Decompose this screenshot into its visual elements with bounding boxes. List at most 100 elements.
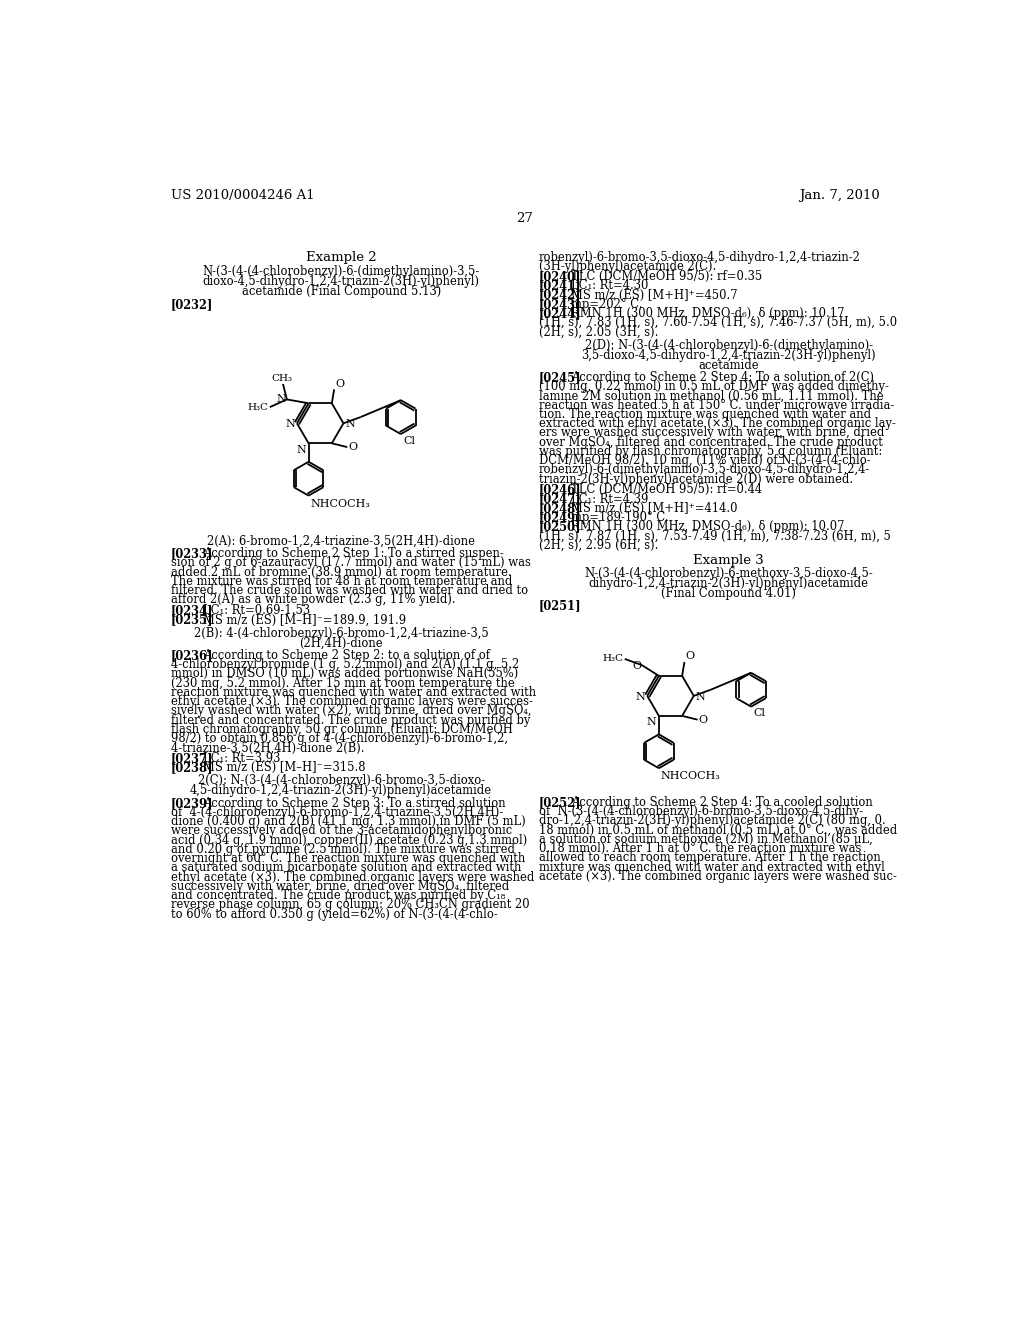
Text: [0236]: [0236] (171, 649, 213, 661)
Text: allowed to reach room temperature. After 1 h the reaction: allowed to reach room temperature. After… (539, 851, 881, 865)
Text: robenzyl)-6-(dimethylamino)-3,5-dioxo-4,5-dihydro-1,2,4-: robenzyl)-6-(dimethylamino)-3,5-dioxo-4,… (539, 463, 870, 477)
Text: O: O (698, 714, 708, 725)
Text: [0239]: [0239] (171, 797, 213, 809)
Text: N: N (345, 418, 354, 429)
Text: dioxo-4,5-dihydro-1,2,4-triazin-2(3H)-yl)phenyl): dioxo-4,5-dihydro-1,2,4-triazin-2(3H)-yl… (203, 275, 479, 288)
Text: MS m/z (ES) [M–H]⁻=315.8: MS m/z (ES) [M–H]⁻=315.8 (203, 762, 366, 775)
Text: RMN 1H (300 MHz, DMSO-d₆), δ (ppm): 10.07: RMN 1H (300 MHz, DMSO-d₆), δ (ppm): 10.0… (571, 520, 845, 533)
Text: MS m/z (ES) [M+H]⁺=414.0: MS m/z (ES) [M+H]⁺=414.0 (571, 502, 738, 515)
Text: NHCOCH₃: NHCOCH₃ (310, 499, 370, 508)
Text: 0.18 mmol). After 1 h at 0° C. the reaction mixture was: 0.18 mmol). After 1 h at 0° C. the react… (539, 842, 861, 855)
Text: LC₁: Rt=4.39: LC₁: Rt=4.39 (571, 492, 648, 506)
Text: [0249]: [0249] (539, 511, 582, 524)
Text: over MgSO₄, filtered and concentrated. The crude product: over MgSO₄, filtered and concentrated. T… (539, 436, 883, 449)
Text: According to Scheme 2 Step 4: To a cooled solution: According to Scheme 2 Step 4: To a coole… (571, 796, 873, 809)
Text: N-(3-(4-(4-chlorobenzyl)-6-(dimethylamino)-3,5-: N-(3-(4-(4-chlorobenzyl)-6-(dimethylamin… (203, 264, 480, 277)
Text: N: N (647, 717, 656, 727)
Text: [0248]: [0248] (539, 502, 582, 515)
Text: dro-1,2,4-triazin-2(3H)-yl)phenyl)acetamide 2(C) (80 mg, 0.: dro-1,2,4-triazin-2(3H)-yl)phenyl)acetam… (539, 814, 886, 828)
Text: [0232]: [0232] (171, 298, 213, 312)
Text: [0242]: [0242] (539, 289, 582, 301)
Text: H₃C: H₃C (602, 655, 624, 664)
Text: N-(3-(4-(4-chlorobenzyl)-6-methoxy-3,5-dioxo-4,5-: N-(3-(4-(4-chlorobenzyl)-6-methoxy-3,5-d… (585, 568, 873, 581)
Text: LC₁: Rt=0.69-1.53: LC₁: Rt=0.69-1.53 (203, 605, 310, 618)
Text: (Final Compound 4.01): (Final Compound 4.01) (662, 587, 796, 601)
Text: O: O (335, 379, 344, 388)
Text: [0247]: [0247] (539, 492, 582, 506)
Text: 4-triazine-3,5(2H,4H)-dione 2(B).: 4-triazine-3,5(2H,4H)-dione 2(B). (171, 742, 365, 754)
Text: mp=189-190° C.: mp=189-190° C. (571, 511, 669, 524)
Text: According to Scheme 2 Step 4: To a solution of 2(C): According to Scheme 2 Step 4: To a solut… (571, 371, 874, 384)
Text: acetamide (Final Compound 5.13): acetamide (Final Compound 5.13) (242, 285, 440, 298)
Text: [0233]: [0233] (171, 548, 213, 560)
Text: N: N (276, 395, 286, 404)
Text: to 60% to afford 0.350 g (yield=62%) of N-(3-(4-(4-chlo-: to 60% to afford 0.350 g (yield=62%) of … (171, 908, 498, 920)
Text: 18 mmol) in 0.5 mL of methanol (0.5 mL) at 0° C., was added: 18 mmol) in 0.5 mL of methanol (0.5 mL) … (539, 824, 897, 837)
Text: According to Scheme 2 Step 2: to a solution of of: According to Scheme 2 Step 2: to a solut… (203, 649, 490, 661)
Text: a solution of sodium methoxide (2M) in Methanol (85 μL,: a solution of sodium methoxide (2M) in M… (539, 833, 872, 846)
Text: (230 mg, 5.2 mmol). After 15 min at room temperature the: (230 mg, 5.2 mmol). After 15 min at room… (171, 677, 514, 689)
Text: Example 3: Example 3 (693, 554, 764, 568)
Text: N: N (695, 692, 706, 702)
Text: [0238]: [0238] (171, 762, 213, 775)
Text: added 2 mL of bromine (38.9 mmol) at room temperature.: added 2 mL of bromine (38.9 mmol) at roo… (171, 566, 511, 578)
Text: Jan. 7, 2010: Jan. 7, 2010 (799, 189, 880, 202)
Text: and concentrated. The crude product was purified by C₁₈: and concentrated. The crude product was … (171, 890, 505, 902)
Text: TLC (DCM/MeOH 95/5): rf=0.44: TLC (DCM/MeOH 95/5): rf=0.44 (571, 483, 763, 496)
Text: acid (0.34 g, 1.9 mmol), copper(II) acetate (0.23 g,1.3 mmol): acid (0.34 g, 1.9 mmol), copper(II) acet… (171, 834, 527, 846)
Text: 27: 27 (516, 213, 534, 224)
Text: CH₃: CH₃ (271, 375, 293, 383)
Text: a saturated sodium bicarbonate solution and extracted with: a saturated sodium bicarbonate solution … (171, 862, 521, 874)
Text: N: N (636, 692, 646, 702)
Text: [0251]: [0251] (539, 599, 582, 612)
Text: NHCOCH₃: NHCOCH₃ (660, 771, 720, 781)
Text: successively with water, brine, dried over MgSO₄, filtered: successively with water, brine, dried ov… (171, 880, 509, 892)
Text: were successively added of the 3-acetamidophenylboronic: were successively added of the 3-acetami… (171, 825, 512, 837)
Text: US 2010/0004246 A1: US 2010/0004246 A1 (171, 189, 314, 202)
Text: LC₁: Rt=4.30: LC₁: Rt=4.30 (571, 280, 648, 292)
Text: Cl: Cl (754, 708, 765, 718)
Text: [0244]: [0244] (539, 308, 582, 319)
Text: overnight at 60° C. The reaction mixture was quenched with: overnight at 60° C. The reaction mixture… (171, 853, 525, 865)
Text: [0235]: [0235] (171, 614, 213, 627)
Text: of  N-(3-(4-(4-chlorobenzyl)-6-bromo-3,5-dioxo-4,5-dihy-: of N-(3-(4-(4-chlorobenzyl)-6-bromo-3,5-… (539, 805, 863, 818)
Text: 4-chlorobenzyl bromide (1 g, 5.2 mmol) and 2(A) (1.1 g, 5.2: 4-chlorobenzyl bromide (1 g, 5.2 mmol) a… (171, 659, 519, 671)
Text: MS m/z (ES) [M+H]⁺=450.7: MS m/z (ES) [M+H]⁺=450.7 (571, 289, 738, 301)
Text: Example 2: Example 2 (306, 251, 377, 264)
Text: dione (0.400 g) and 2(B) (41 1 mg, 1.3 mmol) in DMF (5 mL): dione (0.400 g) and 2(B) (41 1 mg, 1.3 m… (171, 816, 525, 828)
Text: 2(D): N-(3-(4-(4-chlorobenzyl)-6-(dimethylamino)-: 2(D): N-(3-(4-(4-chlorobenzyl)-6-(dimeth… (585, 339, 872, 351)
Text: N: N (286, 418, 295, 429)
Text: acetate (×3). The combined organic layers were washed suc-: acetate (×3). The combined organic layer… (539, 870, 897, 883)
Text: RMN 1H (300 MHz, DMSO-d₆), δ (ppm): 10.17: RMN 1H (300 MHz, DMSO-d₆), δ (ppm): 10.1… (571, 308, 845, 319)
Text: mmol) in DMSO (10 mL) was added portionwise NaH(55%): mmol) in DMSO (10 mL) was added portionw… (171, 668, 518, 680)
Text: (2H, s), 2.05 (3H, s).: (2H, s), 2.05 (3H, s). (539, 326, 658, 338)
Text: Cl: Cl (403, 436, 415, 446)
Text: (1H, s), 7.87 (1H, s), 7.53-7.49 (1H, m), 7.38-7.23 (6H, m), 5: (1H, s), 7.87 (1H, s), 7.53-7.49 (1H, m)… (539, 529, 891, 543)
Text: 2(B): 4-(4-chlorobenzyl)-6-bromo-1,2,4-triazine-3,5: 2(B): 4-(4-chlorobenzyl)-6-bromo-1,2,4-t… (194, 627, 488, 640)
Text: O: O (632, 661, 641, 671)
Text: (3H-yl)phenyl)acetamide 2(C).: (3H-yl)phenyl)acetamide 2(C). (539, 260, 716, 273)
Text: [0246]: [0246] (539, 483, 582, 496)
Text: TLC (DCM/MeOH 95/5): rf=0.35: TLC (DCM/MeOH 95/5): rf=0.35 (571, 271, 763, 282)
Text: ethyl acetate (×3). The combined organic layers were succes-: ethyl acetate (×3). The combined organic… (171, 696, 532, 708)
Text: [0243]: [0243] (539, 298, 582, 310)
Text: ethyl acetate (×3). The combined organic layers were washed: ethyl acetate (×3). The combined organic… (171, 871, 534, 883)
Text: (1H, s), 7.83 (1H, s), 7.60-7.54 (1H, s), 7.46-7.37 (5H, m), 5.0: (1H, s), 7.83 (1H, s), 7.60-7.54 (1H, s)… (539, 317, 897, 329)
Text: robenzyl)-6-bromo-3,5-dioxo-4,5-dihydro-1,2,4-triazin-2: robenzyl)-6-bromo-3,5-dioxo-4,5-dihydro-… (539, 251, 860, 264)
Text: mp=202° C.: mp=202° C. (571, 298, 643, 310)
Text: [0237]: [0237] (171, 752, 213, 766)
Text: 2(A): 6-bromo-1,2,4-triazine-3,5(2H,4H)-dione: 2(A): 6-bromo-1,2,4-triazine-3,5(2H,4H)-… (207, 535, 475, 548)
Text: The mixture was stirred for 48 h at room temperature and: The mixture was stirred for 48 h at room… (171, 576, 512, 587)
Text: 98/2) to obtain 0.856 g of 4-(4-chlorobenzyl)-6-bromo-1,2,: 98/2) to obtain 0.856 g of 4-(4-chlorobe… (171, 733, 508, 744)
Text: LC₁: Rt=3.93: LC₁: Rt=3.93 (203, 752, 281, 766)
Text: sively washed with water (×2), with brine, dried over MgSO₄,: sively washed with water (×2), with brin… (171, 705, 531, 717)
Text: lamine 2M solution in methanol (0.56 mL, 1.11 mmol). The: lamine 2M solution in methanol (0.56 mL,… (539, 389, 884, 403)
Text: filtered and concentrated. The crude product was purified by: filtered and concentrated. The crude pro… (171, 714, 530, 726)
Text: dihydro-1,2,4-triazin-2(3H)-yl)phenyl)acetamide: dihydro-1,2,4-triazin-2(3H)-yl)phenyl)ac… (589, 577, 868, 590)
Text: O: O (348, 442, 357, 453)
Text: flash chromatography, 50 gr column, (Eluant: DCM/MeOH: flash chromatography, 50 gr column, (Elu… (171, 723, 512, 735)
Text: reaction mixture was quenched with water and extracted with: reaction mixture was quenched with water… (171, 686, 536, 698)
Text: filtered. The crude solid was washed with water and dried to: filtered. The crude solid was washed wit… (171, 585, 527, 597)
Text: triazin-2(3H-yl)phenyl)acetamide 2(D) were obtained.: triazin-2(3H-yl)phenyl)acetamide 2(D) we… (539, 473, 853, 486)
Text: [0234]: [0234] (171, 605, 213, 618)
